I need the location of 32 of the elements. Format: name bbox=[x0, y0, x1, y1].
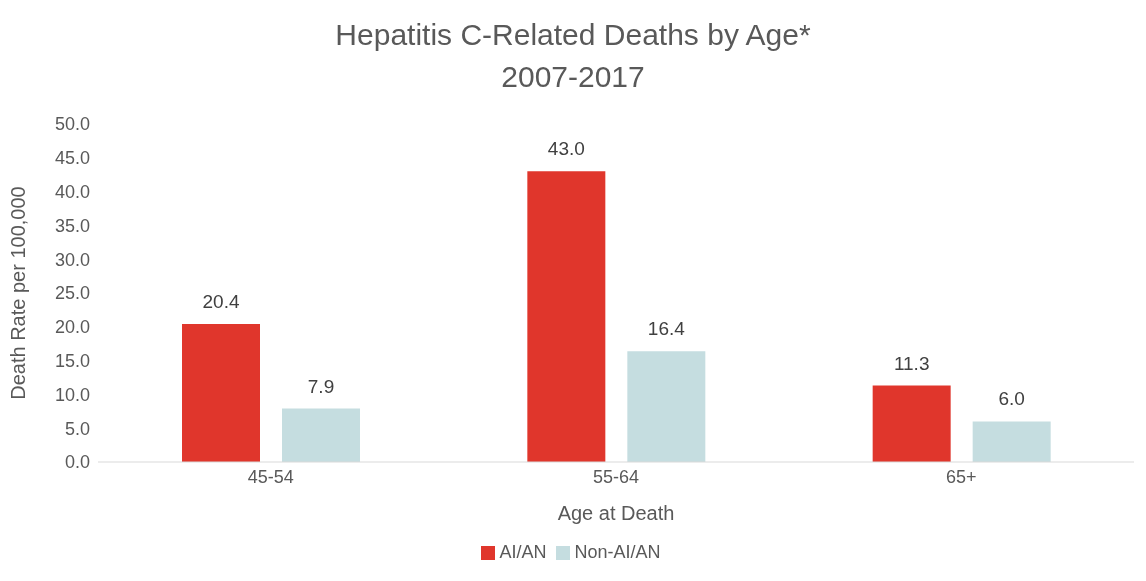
y-tick-label: 15.0 bbox=[54, 350, 90, 371]
y-tick-label: 35.0 bbox=[54, 215, 90, 236]
data-label: 11.3 bbox=[893, 352, 930, 374]
y-tick-label: 5.0 bbox=[64, 418, 90, 439]
y-tick-label: 10.0 bbox=[54, 384, 90, 405]
y-tick-label: 0.0 bbox=[64, 452, 90, 473]
data-label: 6.0 bbox=[998, 388, 1025, 410]
bar bbox=[282, 408, 360, 462]
x-tick-label: 65+ bbox=[946, 466, 977, 487]
data-label: 43.0 bbox=[547, 138, 585, 160]
y-tick-label: 30.0 bbox=[54, 249, 90, 270]
y-tick-label: 45.0 bbox=[54, 148, 90, 169]
data-label: 7.9 bbox=[307, 375, 335, 397]
bar bbox=[872, 385, 951, 462]
y-tick-label: 20.0 bbox=[54, 317, 90, 338]
legend-label: AI/AN bbox=[499, 542, 547, 562]
x-tick-label: 45-54 bbox=[247, 466, 294, 487]
y-tick-label: 40.0 bbox=[54, 181, 90, 202]
y-tick-label: 25.0 bbox=[54, 283, 90, 304]
chart-subtitle: 2007-2017 bbox=[500, 59, 646, 95]
bar bbox=[182, 324, 260, 462]
x-axis-title: Age at Death bbox=[557, 502, 675, 524]
legend-label: Non-AI/AN bbox=[574, 542, 661, 562]
x-tick-label: 55-64 bbox=[592, 466, 640, 487]
data-label: 16.4 bbox=[647, 318, 686, 340]
data-label: 20.4 bbox=[202, 291, 240, 313]
bar bbox=[972, 421, 1051, 462]
y-tick-label: 50.0 bbox=[54, 114, 90, 135]
y-axis-title: Death Rate per 100,000 bbox=[7, 186, 30, 400]
bar bbox=[627, 351, 706, 462]
bar bbox=[527, 171, 606, 462]
chart-title: Hepatitis C-Related Deaths by Age* bbox=[334, 17, 812, 53]
